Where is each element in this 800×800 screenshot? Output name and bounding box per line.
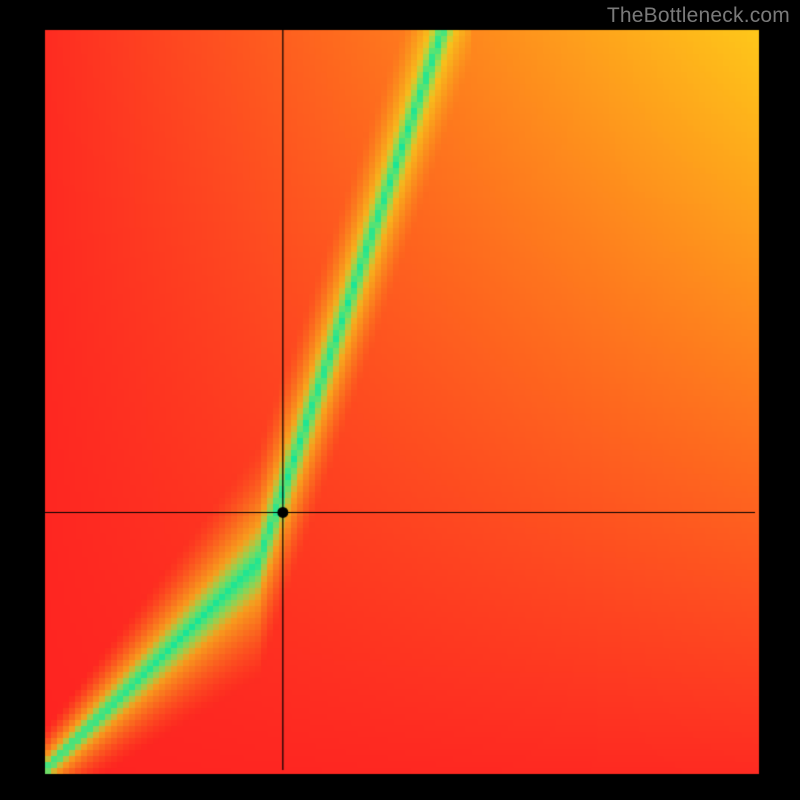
chart-container: TheBottleneck.com: [0, 0, 800, 800]
heatmap-canvas: [0, 0, 800, 800]
watermark-label: TheBottleneck.com: [607, 4, 790, 28]
